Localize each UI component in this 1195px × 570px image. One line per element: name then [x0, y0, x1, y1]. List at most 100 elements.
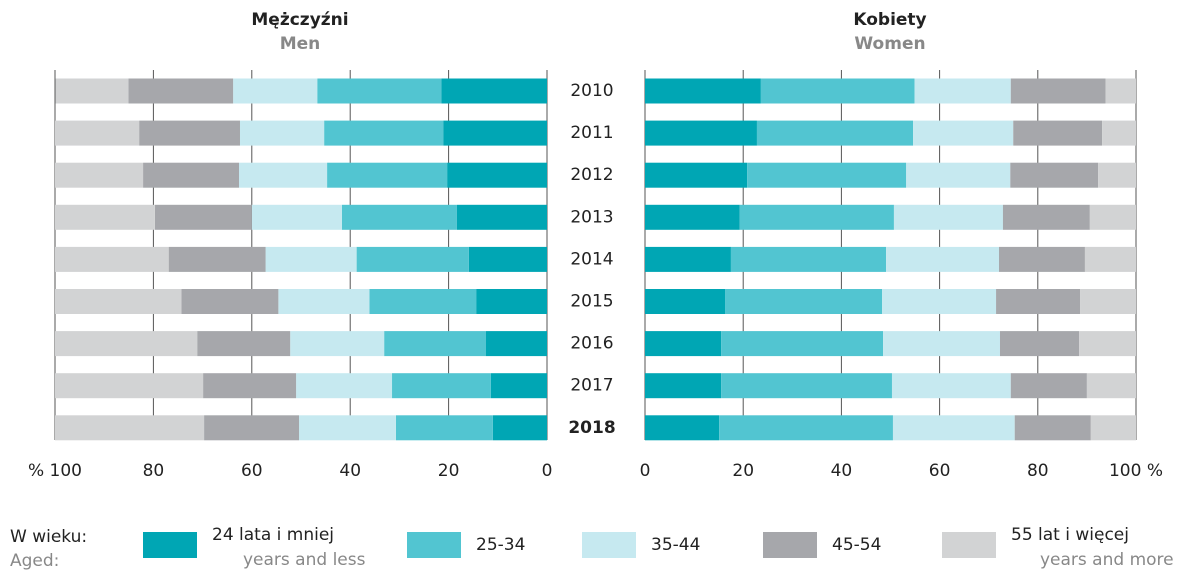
- bar-segment: [395, 415, 493, 441]
- bar-segment: [719, 415, 893, 441]
- bar-segment: [721, 331, 884, 357]
- legend-swatch: [763, 532, 817, 558]
- bar-segment: [341, 204, 457, 230]
- x-tick-label: 0: [542, 461, 553, 481]
- bar-segment: [1089, 204, 1136, 230]
- bar-segment: [730, 246, 887, 272]
- bar-segment: [645, 204, 740, 230]
- bar-segment: [485, 331, 547, 357]
- bar-segment: [443, 120, 547, 146]
- bar-segment: [1013, 120, 1103, 146]
- bar-segment: [1010, 373, 1087, 399]
- bar-segment: [392, 373, 491, 399]
- panel-subtitle: Women: [854, 34, 925, 54]
- bar-segment: [197, 331, 291, 357]
- bar-segment: [886, 246, 1000, 272]
- bar-segment: [645, 373, 722, 399]
- bar-segment: [55, 120, 140, 146]
- bar-segment: [154, 204, 252, 230]
- bar-segment: [882, 289, 997, 314]
- bar-segment: [996, 289, 1081, 314]
- bar-segment: [55, 331, 198, 357]
- bar-segment: [645, 78, 761, 104]
- bar-segment: [468, 246, 547, 272]
- category-label: 2016: [570, 334, 613, 354]
- bar-segment: [239, 120, 325, 146]
- bar-segment: [265, 246, 357, 272]
- bar-segment: [756, 120, 914, 146]
- bar-segment: [645, 246, 731, 272]
- bar-segment: [906, 162, 1011, 188]
- bar-segment: [645, 415, 720, 441]
- bar-segment: [55, 78, 129, 104]
- bar-segment: [891, 373, 1011, 399]
- bar-segment: [251, 204, 342, 230]
- bar-segment: [1010, 162, 1099, 188]
- bar-segment: [747, 162, 907, 188]
- bar-segment: [278, 289, 370, 314]
- category-label: 2010: [570, 81, 613, 101]
- legend-label-en: years and less: [243, 550, 366, 570]
- bar-segment: [645, 162, 748, 188]
- legend-title-en: Aged:: [10, 551, 59, 570]
- bar-segment: [369, 289, 477, 314]
- bar-segment: [1014, 415, 1091, 441]
- bar-segment: [296, 373, 393, 399]
- bar-segment: [1090, 415, 1136, 441]
- bar-segment: [892, 415, 1015, 441]
- legend-label-en: years and more: [1040, 550, 1174, 570]
- bar-segment: [1079, 331, 1136, 357]
- bar-segment: [476, 289, 547, 314]
- bar-segment: [999, 331, 1080, 357]
- bar-segment: [384, 331, 486, 357]
- bar-segment: [1010, 78, 1106, 104]
- bar-segment: [55, 415, 205, 441]
- bar-segment: [1086, 373, 1136, 399]
- legend-label: 24 lata i mniej: [212, 525, 334, 545]
- x-tick-label: 0: [640, 461, 651, 481]
- bar-segment: [441, 78, 547, 104]
- bar-segment: [168, 246, 266, 272]
- panel-title: Kobiety: [853, 10, 926, 30]
- legend-label: 45-54: [832, 535, 881, 555]
- bar-segment: [55, 373, 204, 399]
- bar-segment: [645, 331, 722, 357]
- bar-segment: [143, 162, 240, 188]
- legend-swatch: [407, 532, 461, 558]
- bar-segment: [239, 162, 328, 188]
- bar-segment: [356, 246, 469, 272]
- bar-segment: [914, 78, 1011, 104]
- bar-segment: [204, 415, 300, 441]
- bar-segment: [203, 373, 297, 399]
- bar-segment: [290, 331, 385, 357]
- bar-segment: [492, 415, 547, 441]
- category-label: 2013: [570, 207, 613, 227]
- bar-segment: [1002, 204, 1090, 230]
- bar-segment: [317, 78, 442, 104]
- legend-swatch: [582, 532, 636, 558]
- bar-segment: [883, 331, 1000, 357]
- bar-segment: [721, 373, 892, 399]
- bar-segment: [1084, 246, 1136, 272]
- bar-segment: [739, 204, 894, 230]
- bar-segment: [299, 415, 396, 441]
- legend-swatch: [942, 532, 996, 558]
- bar-segment: [128, 78, 234, 104]
- x-tick-label: 40: [831, 461, 853, 481]
- legend-title: W wieku:: [10, 527, 87, 547]
- bar-segment: [1102, 120, 1136, 146]
- legend-label: 55 lat i więcej: [1011, 525, 1129, 545]
- bar-segment: [324, 120, 444, 146]
- category-label: 2011: [570, 123, 613, 143]
- bar-segment: [1080, 289, 1136, 314]
- panel-title: Mężczyźni: [251, 10, 348, 30]
- bar-segment: [893, 204, 1003, 230]
- bar-segment: [447, 162, 547, 188]
- bar-segment: [55, 246, 169, 272]
- bar-segment: [327, 162, 448, 188]
- category-label: 2014: [570, 249, 613, 269]
- bar-segment: [1105, 78, 1136, 104]
- bar-segment: [233, 78, 318, 104]
- bar-segment: [55, 162, 144, 188]
